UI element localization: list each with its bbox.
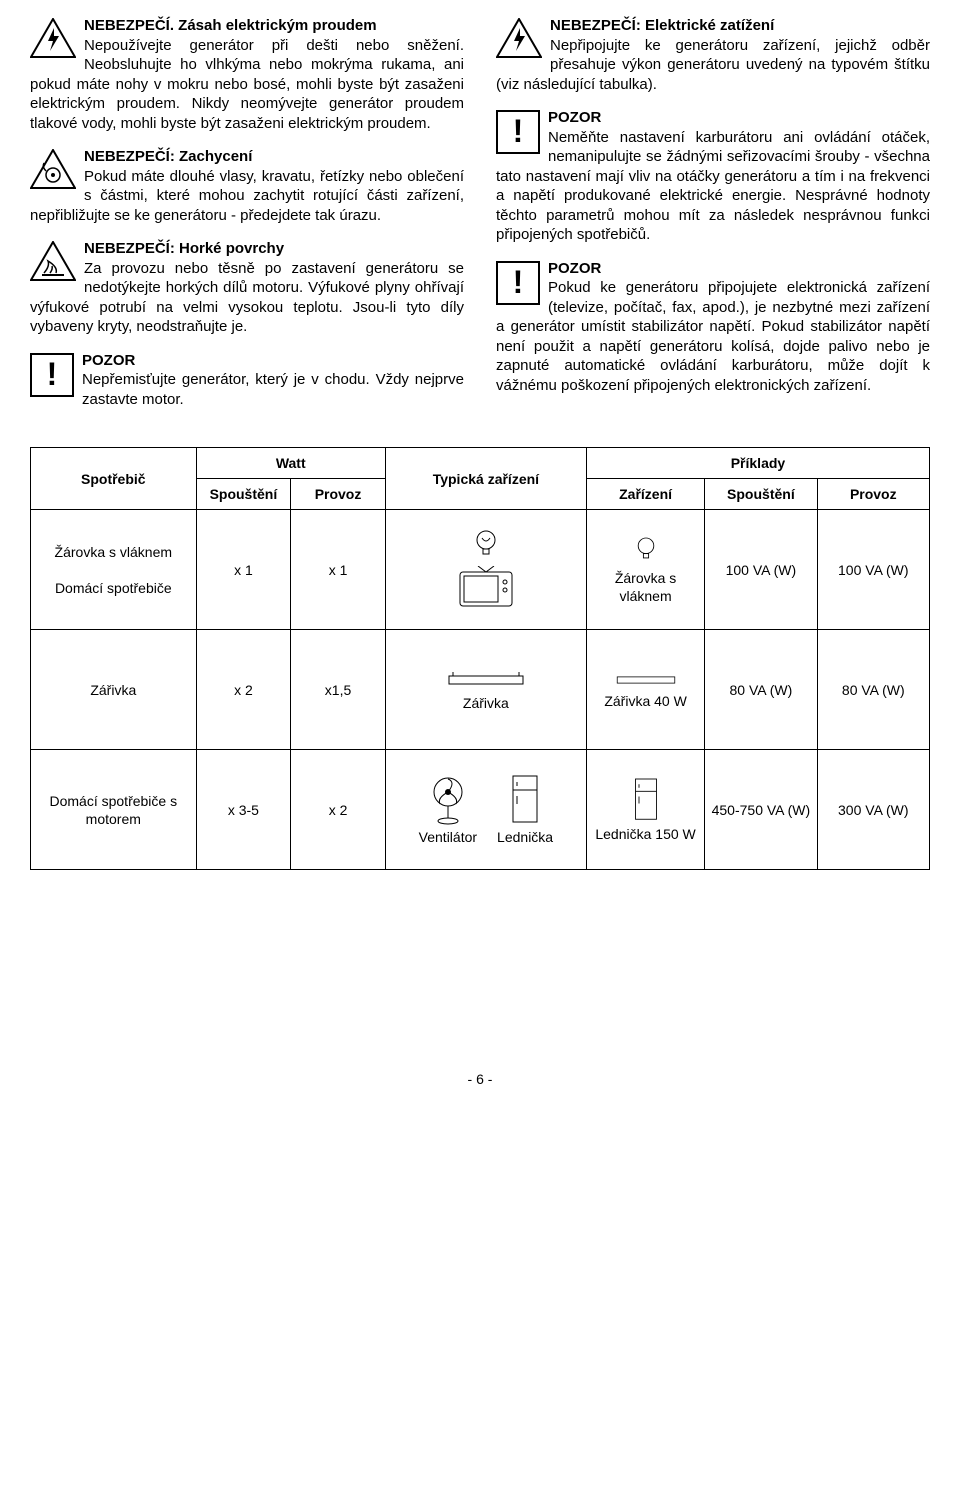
page-number: - 6 -	[30, 1070, 930, 1088]
appliance-table: Spotřebič Watt Typická zařízení Příklady…	[30, 447, 930, 870]
right-column: NEBEZPEČÍ: Elektrické zatížení Nepřipoju…	[496, 16, 930, 423]
exclamation-square-icon: !	[496, 261, 540, 305]
warning-title: POZOR	[548, 109, 601, 126]
td-typicka: Zářivka	[385, 630, 586, 750]
th-typicka: Typická zařízení	[385, 448, 586, 510]
warning-title: POZOR	[82, 352, 135, 369]
td-spousteni: x 3-5	[196, 750, 291, 870]
td-ex-provoz: 100 VA (W)	[817, 510, 929, 630]
th-provoz2: Provoz	[817, 479, 929, 510]
table-row: Žárovka s vláknem Domácí spotřebiče x 1 …	[31, 510, 930, 630]
td-spotrebic: Zářivka	[31, 630, 197, 750]
td-spotrebic: Domácí spotřebiče s motorem	[31, 750, 197, 870]
warning-electric-shock: NEBEZPEČÍ. Zásah elektrickým proudem Nep…	[30, 16, 464, 133]
warning-body: Pokud ke generátoru připojujete elektron…	[496, 279, 930, 394]
td-example-device: Lednička 150 W	[586, 750, 704, 870]
th-spousteni: Spouštění	[196, 479, 291, 510]
warning-title: NEBEZPEČÍ: Horké povrchy	[84, 240, 284, 257]
warning-body: Pokud máte dlouhé vlasy, kravatu, řetízk…	[30, 168, 464, 224]
warning-body: Nepřipojujte ke generátoru zařízení, jej…	[496, 37, 930, 93]
hot-surface-triangle-icon	[30, 241, 76, 281]
td-typicka	[385, 510, 586, 630]
left-column: NEBEZPEČÍ. Zásah elektrickým proudem Nep…	[30, 16, 464, 423]
page: NEBEZPEČÍ. Zásah elektrickým proudem Nep…	[0, 0, 960, 1109]
td-ex-spousteni: 100 VA (W)	[705, 510, 817, 630]
table-row: Domácí spotřebiče s motorem x 3-5 x 2 Ve…	[31, 750, 930, 870]
th-watt: Watt	[196, 448, 385, 479]
fridge-icon	[509, 774, 541, 826]
td-example-device: Žárovka s vláknem	[586, 510, 704, 630]
td-typicka: Ventilátor Lednička	[385, 750, 586, 870]
exclamation-square-icon: !	[30, 353, 74, 397]
td-ex-spousteni: 450-750 VA (W)	[705, 750, 817, 870]
fan-icon	[426, 774, 470, 826]
caution-move: ! POZOR Nepřemisťujte generátor, který j…	[30, 351, 464, 410]
td-provoz: x 1	[291, 510, 386, 630]
warning-body: Nepřemisťujte generátor, který je v chod…	[82, 371, 464, 408]
lightning-triangle-icon	[30, 18, 76, 58]
th-spotrebic: Spotřebič	[31, 448, 197, 510]
exclamation-square-icon: !	[496, 110, 540, 154]
bulb-icon	[633, 535, 659, 567]
fluorescent-icon	[441, 668, 531, 692]
table-row: Zářivka x 2 x1,5 Zářivka Zářivka 40 W 80…	[31, 630, 930, 750]
bulb-icon	[471, 528, 501, 564]
td-example-device: Zářivka 40 W	[586, 630, 704, 750]
warning-entanglement: NEBEZPEČÍ: Zachycení Pokud máte dlouhé v…	[30, 147, 464, 225]
warning-title: NEBEZPEČÍ: Zachycení	[84, 148, 252, 165]
th-spousteni2: Spouštění	[705, 479, 817, 510]
warning-title: NEBEZPEČÍ. Zásah elektrickým proudem	[84, 17, 377, 34]
th-zarizeni: Zařízení	[586, 479, 704, 510]
td-ex-provoz: 300 VA (W)	[817, 750, 929, 870]
entanglement-triangle-icon	[30, 149, 76, 189]
fridge-icon	[632, 777, 660, 823]
caution-electronics: ! POZOR Pokud ke generátoru připojujete …	[496, 259, 930, 396]
td-spousteni: x 2	[196, 630, 291, 750]
td-spotrebic: Žárovka s vláknem Domácí spotřebiče	[31, 510, 197, 630]
tv-icon	[456, 566, 516, 611]
td-ex-spousteni: 80 VA (W)	[705, 630, 817, 750]
two-column-layout: NEBEZPEČÍ. Zásah elektrickým proudem Nep…	[30, 16, 930, 423]
td-ex-provoz: 80 VA (W)	[817, 630, 929, 750]
warning-body: Za provozu nebo těsně po zastavení gener…	[30, 260, 464, 336]
warning-title: POZOR	[548, 260, 601, 277]
warning-body: Neměňte nastavení karburátoru ani ovládá…	[496, 129, 930, 244]
th-provoz: Provoz	[291, 479, 386, 510]
lightning-triangle-icon	[496, 18, 542, 58]
td-spousteni: x 1	[196, 510, 291, 630]
td-provoz: x1,5	[291, 630, 386, 750]
warning-electric-load: NEBEZPEČÍ: Elektrické zatížení Nepřipoju…	[496, 16, 930, 94]
td-provoz: x 2	[291, 750, 386, 870]
fluorescent-icon	[611, 670, 681, 690]
caution-carburetor: ! POZOR Neměňte nastavení karburátoru an…	[496, 108, 930, 245]
th-priklady: Příklady	[586, 448, 929, 479]
warning-title: NEBEZPEČÍ: Elektrické zatížení	[550, 17, 774, 34]
warning-body: Nepoužívejte generátor při dešti nebo sn…	[30, 37, 464, 132]
warning-hot-surfaces: NEBEZPEČÍ: Horké povrchy Za provozu nebo…	[30, 239, 464, 337]
